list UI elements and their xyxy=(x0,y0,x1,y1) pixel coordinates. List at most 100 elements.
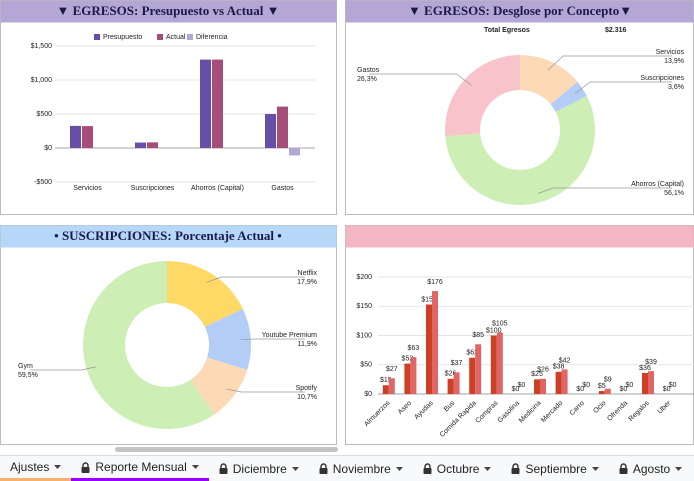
slice-label: Spotify xyxy=(296,385,318,392)
data-label: $26 xyxy=(537,367,549,374)
legend-label: Actual xyxy=(166,34,186,41)
sheet-tab[interactable]: Septiembre xyxy=(501,456,608,481)
legend-label: Diferencia xyxy=(196,34,228,41)
bar xyxy=(648,371,654,394)
slice-value: 17,9% xyxy=(297,279,317,286)
tab-label[interactable]: Reporte Mensual xyxy=(95,460,186,474)
x-tick-label: Ahorros (Capital) xyxy=(191,185,244,192)
tab-label[interactable]: Ajustes xyxy=(10,460,49,474)
sheet-tab[interactable]: Noviembre xyxy=(309,456,413,481)
panel-header xyxy=(346,226,694,248)
tab-label[interactable]: Diciembre xyxy=(233,462,287,476)
bar xyxy=(389,378,395,394)
data-label: $37 xyxy=(451,360,463,367)
slice-label: Gym xyxy=(18,363,33,370)
y-tick-label: $0 xyxy=(44,145,52,152)
slice-label: Gastos xyxy=(357,67,380,74)
scrollbar[interactable] xyxy=(115,447,338,452)
bar xyxy=(277,107,288,148)
lock-icon xyxy=(319,463,328,474)
data-label: $0 xyxy=(626,382,634,389)
lock-icon xyxy=(219,463,228,474)
slice-label: Suscripciones xyxy=(640,75,684,82)
sheet-tab[interactable]: Ajustes xyxy=(0,456,71,481)
bar xyxy=(497,333,503,394)
sheet-tab[interactable]: Octubre xyxy=(413,456,502,481)
legend-swatch xyxy=(94,34,100,40)
data-label: $85 xyxy=(472,332,484,339)
bar xyxy=(212,60,223,148)
dropdown-arrow[interactable] xyxy=(396,467,403,471)
data-label: $63 xyxy=(408,345,420,352)
tab-label[interactable]: Octubre xyxy=(437,462,480,476)
sheet: ▼ EGRESOS: Presupuesto vs Actual ▼ ▼ EGR… xyxy=(0,0,694,452)
slice-value: 3,6% xyxy=(668,84,684,91)
bar xyxy=(599,391,605,394)
dropdown-arrow[interactable] xyxy=(54,465,61,469)
slice-label: Youtube Premium xyxy=(262,332,318,339)
tab-label[interactable]: Agosto xyxy=(633,462,670,476)
bar xyxy=(426,304,432,394)
slice-label: Servicios xyxy=(656,49,685,56)
bar xyxy=(70,126,81,148)
bar xyxy=(556,372,562,394)
y-tick-label: $150 xyxy=(356,303,372,310)
bar xyxy=(448,379,454,394)
sheet-tab[interactable]: Agosto xyxy=(609,456,692,481)
panel-title: ▼ EGRESOS: Presupuesto vs Actual ▼ xyxy=(56,3,279,18)
data-label: $0 xyxy=(518,382,526,389)
data-label: $9 xyxy=(604,377,612,384)
tab-label[interactable]: Noviembre xyxy=(333,462,391,476)
tab-label[interactable]: Septiembre xyxy=(525,462,586,476)
slice-label: Netflix xyxy=(298,270,318,277)
bar xyxy=(135,143,146,148)
legend-swatch xyxy=(157,34,163,40)
x-tick-label: Servicios xyxy=(73,185,102,192)
panel-title: • SUSCRIPCIONES: Porcentaje Actual • xyxy=(54,228,282,243)
y-tick-label: $1,500 xyxy=(31,43,53,50)
bar xyxy=(475,344,481,394)
legend-label: Presupuesto xyxy=(103,34,142,41)
bar xyxy=(432,291,438,394)
sheet-tabs: Ajustes Reporte Mensual Diciembre Noviembre… xyxy=(0,455,694,481)
slice-value: 11,9% xyxy=(298,341,317,348)
bar xyxy=(383,385,389,394)
bar xyxy=(540,379,546,394)
bar xyxy=(454,372,460,394)
dropdown-arrow[interactable] xyxy=(292,467,299,471)
slice-value: 10,7% xyxy=(297,394,317,401)
dropdown-arrow[interactable] xyxy=(592,467,599,471)
sheet-tab[interactable]: Diciembre xyxy=(209,456,309,481)
y-tick-label: -$500 xyxy=(34,179,52,186)
sheet-tab[interactable]: Reporte Mensual xyxy=(71,456,208,481)
bar xyxy=(469,358,475,394)
dropdown-arrow[interactable] xyxy=(192,465,199,469)
slice-value: 59,5% xyxy=(18,372,38,379)
dropdown-arrow[interactable] xyxy=(484,467,491,471)
bar xyxy=(605,389,611,394)
y-tick-label: $0 xyxy=(364,391,372,398)
bar xyxy=(289,148,300,155)
bar xyxy=(404,364,410,394)
y-tick-label: $50 xyxy=(360,362,372,369)
slice-label: Ahorros (Capital) xyxy=(631,181,684,188)
bar xyxy=(410,357,416,394)
y-tick-label: $100 xyxy=(356,332,372,339)
data-label: $39 xyxy=(645,359,657,366)
lock-icon xyxy=(619,463,628,474)
dropdown-arrow[interactable] xyxy=(675,467,682,471)
lock-icon xyxy=(81,462,90,473)
bar xyxy=(562,369,568,394)
bar xyxy=(147,142,158,148)
y-tick-label: $200 xyxy=(356,274,372,281)
bar xyxy=(642,373,648,394)
total-label: Total Egresos xyxy=(484,27,530,34)
data-label: $105 xyxy=(492,320,508,327)
data-label: $0 xyxy=(669,382,677,389)
data-label: $0 xyxy=(582,382,590,389)
legend-swatch xyxy=(187,34,193,40)
x-tick-label: Gastos xyxy=(271,185,294,192)
x-tick-label: Suscripciones xyxy=(131,185,175,192)
slice-value: 56,1% xyxy=(664,190,684,197)
bar xyxy=(491,336,497,395)
